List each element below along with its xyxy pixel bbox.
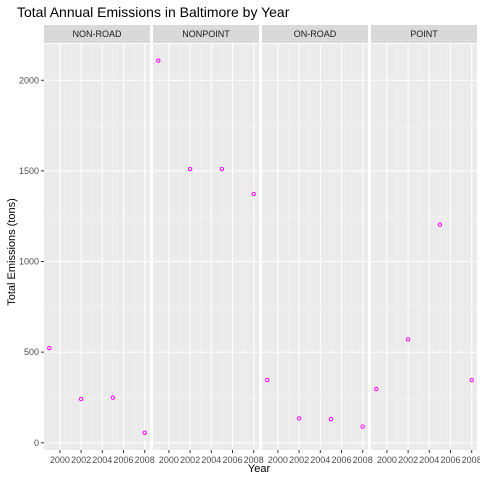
x-tick-label: 2000: [268, 455, 288, 465]
y-tick-label: 0: [34, 438, 39, 448]
x-tick-label: 2006: [331, 455, 351, 465]
x-tick-label: 2000: [377, 455, 397, 465]
facet-panel-non-road: NON-ROAD 2000 2002 2004 2006 2008: [44, 25, 155, 465]
x-tick-label: 2000: [50, 455, 70, 465]
data-point: [296, 416, 302, 421]
data-point: [360, 424, 365, 429]
chart-title: Total Annual Emissions in Baltimore by Y…: [17, 4, 290, 20]
data-point: [437, 222, 443, 227]
x-tick-label: 2004: [310, 455, 330, 465]
y-tick-label: 500: [24, 347, 39, 357]
data-point: [156, 58, 161, 63]
y-tick-label: 1000: [19, 257, 39, 267]
facet-strip: [371, 25, 477, 43]
panel-background: [153, 44, 259, 450]
x-tick-label: 2002: [180, 455, 200, 465]
data-point: [219, 166, 225, 172]
x-tick-label: 2004: [201, 455, 221, 465]
x-tick-label: 2008: [353, 455, 373, 465]
data-point: [110, 395, 116, 400]
x-tick-label: 2002: [71, 455, 91, 465]
facet-panel-on-road: ON-ROAD 2000 2002 2004 2006 2008: [262, 25, 373, 465]
x-tick-label: 2008: [244, 455, 264, 465]
panel-background: [44, 44, 150, 450]
x-tick-label: 2004: [419, 455, 439, 465]
x-tick-label: 2002: [398, 455, 418, 465]
facet-strip-label: POINT: [410, 29, 438, 39]
facet-strip-label: NONPOINT: [182, 29, 230, 39]
x-tick-label: 2008: [462, 455, 480, 465]
data-point: [328, 416, 334, 422]
y-axis-title: Total Emissions (tons): [6, 198, 18, 306]
x-tick-label: 2006: [113, 455, 133, 465]
x-tick-label: 2002: [289, 455, 309, 465]
y-tick-label: 2000: [19, 75, 39, 85]
facet-strip-label: NON-ROAD: [73, 29, 122, 39]
data-point: [374, 386, 379, 392]
y-tick-label: 1500: [19, 166, 39, 176]
x-tick-label: 2000: [159, 455, 179, 465]
panel-background: [371, 44, 477, 450]
panel-background: [262, 44, 368, 450]
data-point: [265, 377, 270, 383]
facet-strip-label: ON-ROAD: [294, 29, 337, 39]
data-point: [469, 378, 474, 383]
data-point: [251, 191, 256, 197]
data-point: [405, 337, 411, 342]
facet-panel-nonpoint: NONPOINT 2000 2002 2004 2006 2008: [153, 25, 264, 465]
y-axis: 0 500 1000 1500 2000: [19, 75, 44, 448]
x-tick-label: 2006: [222, 455, 242, 465]
facet-panel-point: POINT 2000 2002 2004 2006 2008: [371, 25, 480, 465]
data-point: [78, 396, 84, 402]
data-point: [142, 430, 147, 435]
facet-strip: [153, 25, 259, 43]
data-point: [187, 166, 193, 172]
x-tick-label: 2004: [92, 455, 112, 465]
x-tick-label: 2006: [440, 455, 460, 465]
data-point: [47, 345, 52, 351]
facet-strip: [262, 25, 368, 43]
x-tick-label: 2008: [135, 455, 155, 465]
x-axis-title: Year: [248, 463, 271, 475]
facet-strip: [44, 25, 150, 43]
